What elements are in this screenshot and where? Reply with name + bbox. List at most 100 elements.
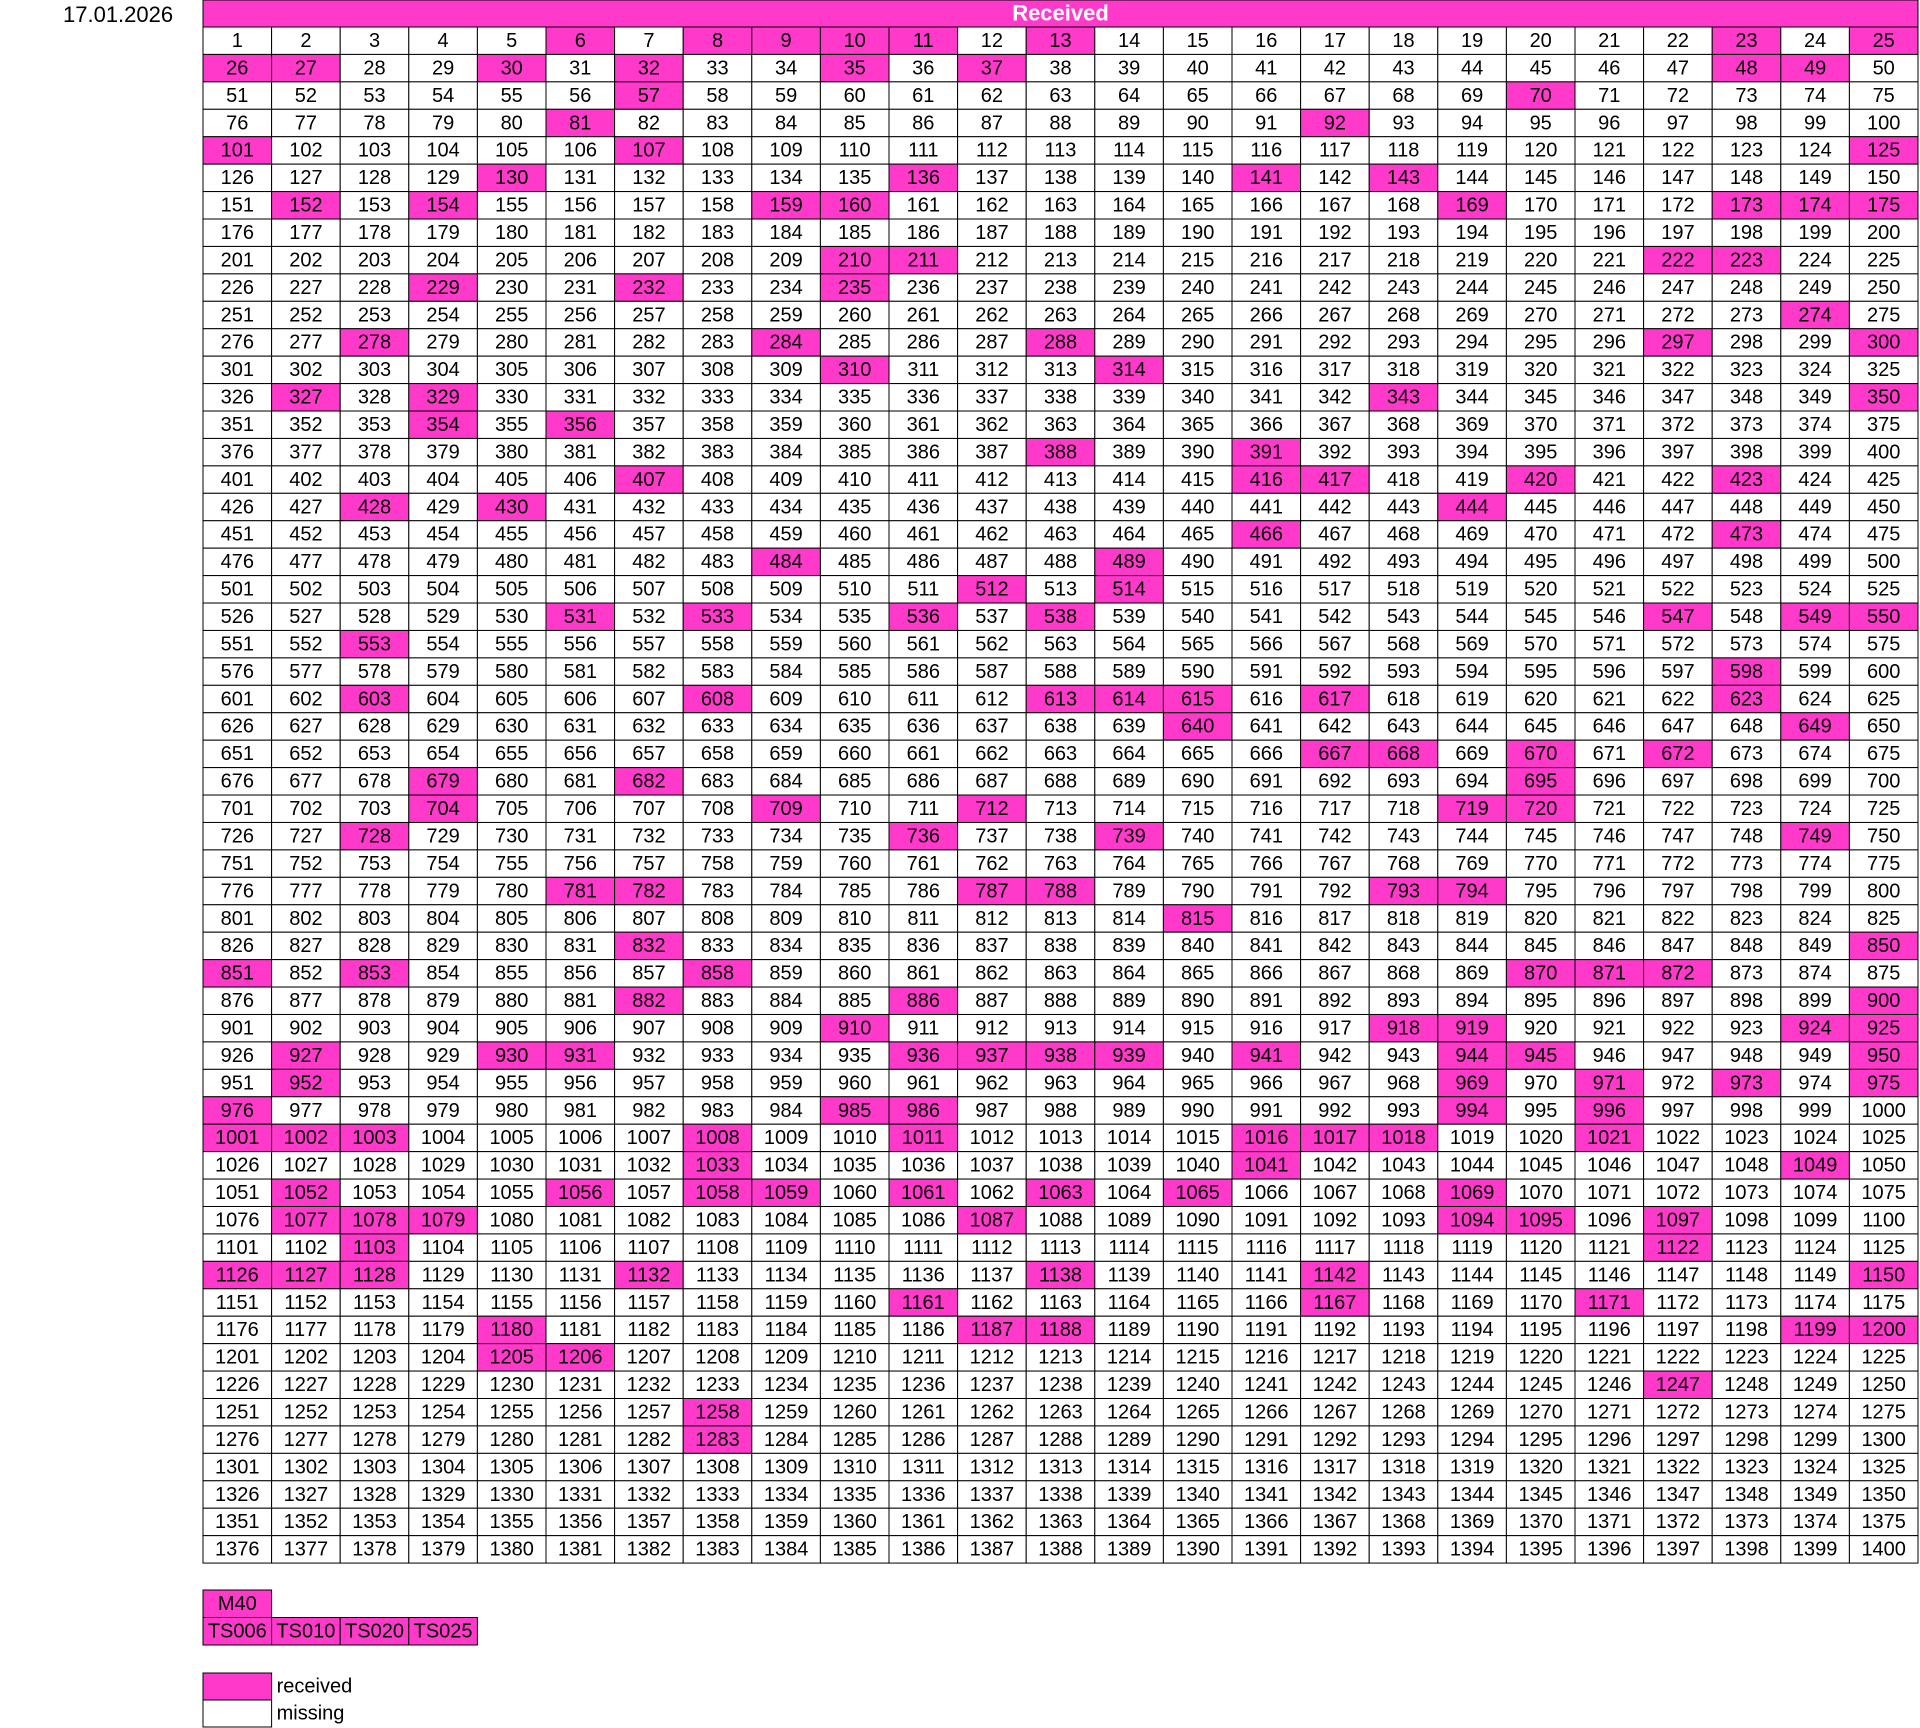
cell-number: 428 — [358, 496, 391, 518]
cell-number: 899 — [1798, 990, 1831, 1012]
cell-number: 993 — [1387, 1100, 1420, 1122]
cell-number: 277 — [289, 332, 322, 354]
cell — [1711, 191, 1782, 220]
cell-number: 1052 — [284, 1182, 329, 1204]
cell — [408, 108, 478, 138]
cell-number: 894 — [1455, 990, 1488, 1012]
cell-number: 734 — [769, 825, 802, 847]
cell — [682, 273, 753, 302]
cell-number: 1157 — [627, 1292, 670, 1314]
cell-number: 1086 — [901, 1209, 946, 1231]
cell — [1231, 465, 1302, 494]
cell-number: 317 — [1318, 359, 1351, 381]
cell-number: 659 — [769, 743, 802, 765]
cell-number: 1383 — [695, 1539, 740, 1561]
cell-number: 616 — [1250, 688, 1283, 710]
cell — [1437, 136, 1507, 165]
cell-number: 1147 — [1656, 1264, 1699, 1286]
cell-number: 940 — [1181, 1045, 1214, 1067]
cell — [1574, 383, 1645, 412]
cell — [1300, 355, 1370, 385]
cell-number: 960 — [838, 1072, 871, 1094]
cell-number: 1115 — [1177, 1237, 1219, 1259]
cell — [1368, 547, 1439, 577]
cell-number: 303 — [358, 359, 391, 381]
cell-number: 766 — [1250, 853, 1283, 875]
cell-number: 779 — [426, 880, 459, 902]
cell-number: 1158 — [696, 1292, 739, 1314]
cell-number: 29 — [432, 57, 454, 79]
cell-number: 908 — [701, 1017, 734, 1039]
cell-number: 963 — [1044, 1072, 1077, 1094]
cell-number: 1084 — [764, 1209, 809, 1231]
cell-number: 914 — [1112, 1017, 1145, 1039]
cell-number: 496 — [1593, 551, 1626, 573]
cell-number: 348 — [1730, 387, 1763, 409]
cell-number: 834 — [769, 935, 802, 957]
cell — [751, 81, 821, 110]
cell-number: 360 — [838, 414, 871, 436]
cell-number: 1298 — [1724, 1429, 1769, 1451]
cell-number: 412 — [975, 469, 1008, 491]
cell-number: 1315 — [1175, 1456, 1220, 1478]
cell-number: 274 — [1798, 304, 1831, 326]
cell-number: 1136 — [902, 1264, 945, 1286]
cell-number: 550 — [1867, 606, 1900, 628]
cell-number: 244 — [1455, 277, 1488, 299]
cell-number: 1101 — [216, 1237, 259, 1259]
cell-number: 549 — [1798, 606, 1831, 628]
cell-number: 1181 — [559, 1319, 602, 1341]
cell-number: 833 — [701, 935, 734, 957]
cell-number: 771 — [1593, 853, 1626, 875]
cell-number: 304 — [426, 359, 459, 381]
cell-number: 631 — [564, 716, 597, 738]
cell-number: 293 — [1387, 332, 1420, 354]
cell-number: 560 — [838, 633, 871, 655]
cell-number: 762 — [975, 853, 1008, 875]
cell-number: 1040 — [1175, 1155, 1220, 1177]
cell — [545, 383, 616, 412]
cell-number: 179 — [426, 222, 459, 244]
cell-number: 24 — [1804, 30, 1826, 52]
cell-number: 1187 — [970, 1319, 1013, 1341]
cell-number: 1117 — [1314, 1237, 1356, 1259]
cell-number: 101 — [221, 140, 254, 162]
cell-number: 714 — [1112, 798, 1145, 820]
cell-number: 1221 — [1587, 1347, 1632, 1369]
cell-number: 1393 — [1381, 1539, 1426, 1561]
cell-number: 603 — [358, 688, 391, 710]
cell — [408, 300, 478, 330]
cell-number: 1301 — [215, 1456, 260, 1478]
cell-number: 1126 — [216, 1264, 259, 1286]
cell-number: 499 — [1798, 551, 1831, 573]
cell-number: 642 — [1318, 716, 1351, 738]
cell — [1025, 163, 1096, 193]
cell — [1574, 437, 1645, 467]
cell-number: 81 — [569, 112, 591, 134]
cell — [751, 136, 821, 165]
cell-number: 641 — [1250, 716, 1283, 738]
cell-number: 728 — [358, 825, 391, 847]
cell-number: 620 — [1524, 688, 1557, 710]
cell-number: 64 — [1118, 85, 1140, 107]
cell-number: 688 — [1044, 771, 1077, 793]
cell-number: 1324 — [1793, 1456, 1838, 1478]
cell-number: 377 — [289, 441, 322, 463]
cell-number: 450 — [1867, 496, 1900, 518]
cell-number: 1242 — [1313, 1374, 1358, 1396]
cell-number: 1159 — [765, 1292, 808, 1314]
cell-number: 1258 — [695, 1401, 740, 1423]
cell-number: 669 — [1455, 743, 1488, 765]
cell-number: 997 — [1661, 1100, 1694, 1122]
cell — [957, 492, 1027, 522]
cell-number: 390 — [1181, 441, 1214, 463]
cell-number: 1334 — [764, 1484, 809, 1506]
cell-number: 255 — [495, 304, 528, 326]
cell — [1711, 108, 1782, 138]
cell-number: 581 — [564, 661, 597, 683]
cell-number: 1299 — [1793, 1429, 1838, 1451]
cell-number: 1075 — [1861, 1182, 1906, 1204]
cell-number: 103 — [358, 140, 391, 162]
cell-number: 1 — [232, 30, 243, 52]
cell-number: 965 — [1181, 1072, 1214, 1094]
